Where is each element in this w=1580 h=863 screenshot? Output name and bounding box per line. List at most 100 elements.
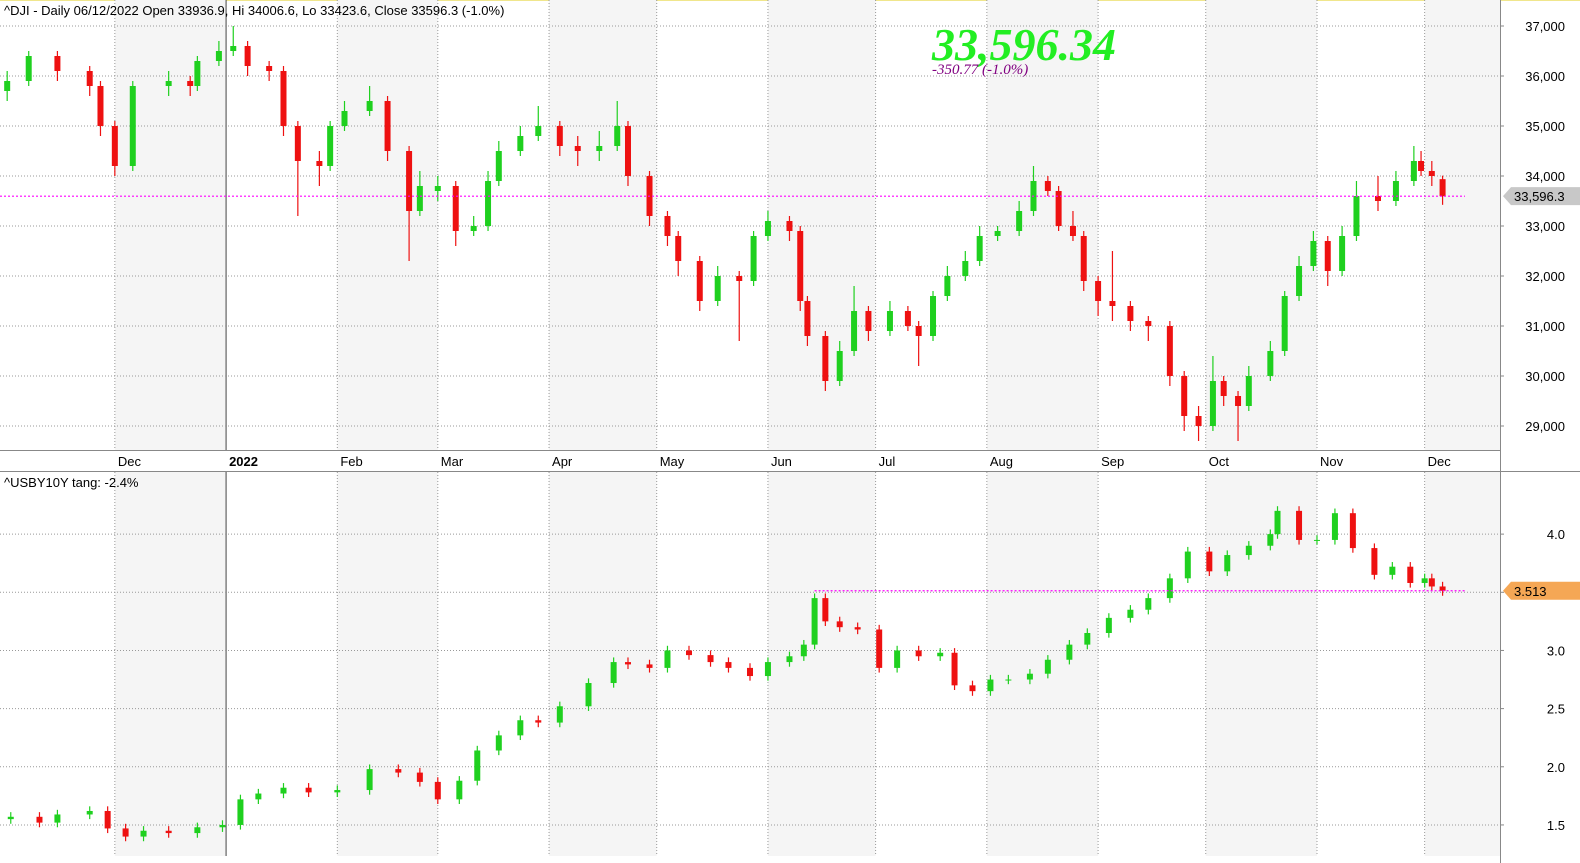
price-tag	[1503, 187, 1580, 206]
price-change: -350.77 (-1.0%)	[932, 62, 1028, 78]
candle-body	[535, 126, 542, 136]
candle-body	[1181, 376, 1188, 416]
candle-body	[452, 186, 459, 231]
last-price: 33,596.34	[931, 19, 1116, 70]
candle-body	[937, 652, 944, 657]
candle-body	[219, 824, 226, 828]
candle-body	[485, 181, 492, 226]
candle-body	[1127, 306, 1134, 321]
candle-body	[1428, 578, 1435, 587]
candle-body	[416, 772, 423, 782]
candle-body	[1313, 539, 1320, 541]
candle-body	[1044, 659, 1051, 674]
candle-body	[1274, 510, 1281, 535]
candle-body	[341, 111, 348, 126]
x-tick-label: Jul	[879, 454, 896, 469]
candle-body	[951, 652, 958, 686]
candle-body	[129, 86, 136, 166]
candle-body	[836, 351, 843, 381]
candle-body	[86, 810, 93, 815]
candle-body	[1410, 161, 1417, 181]
candle-body	[1392, 181, 1399, 201]
candle-body	[574, 146, 581, 151]
candle-body	[994, 231, 1001, 236]
candle-body	[854, 627, 861, 630]
candle-body	[187, 81, 194, 86]
candle-body	[1016, 211, 1023, 231]
candle-body	[1267, 534, 1274, 546]
x-tick-label: Feb	[340, 454, 362, 469]
price-tag-label: 33,596.3	[1514, 189, 1565, 204]
candle-body	[165, 830, 172, 834]
candle-body	[230, 46, 237, 51]
candle-body	[1005, 679, 1012, 681]
y-tick-label: 2.0	[1547, 760, 1565, 775]
candle-body	[495, 735, 502, 751]
candle-body	[614, 126, 621, 146]
candle-body	[707, 655, 714, 663]
month-band	[767, 0, 876, 450]
month-band	[1205, 0, 1317, 450]
candle-body	[725, 662, 732, 668]
y-tick-label: 36,000	[1525, 69, 1565, 84]
candle-body	[1349, 513, 1356, 549]
candle-body	[434, 186, 441, 191]
price-tag	[1503, 581, 1580, 600]
candle-body	[215, 51, 222, 61]
x-tick-label: Aug	[990, 454, 1013, 469]
month-band	[114, 472, 227, 856]
candle-body	[786, 656, 793, 663]
y-tick-label: 29,000	[1525, 419, 1565, 434]
candle-body	[876, 629, 883, 668]
candle-body	[1066, 644, 1073, 660]
candle-body	[585, 683, 592, 707]
candle-body	[1310, 241, 1317, 266]
chart-title: ^DJI - Daily 06/12/2022 Open 33936.9, Hi…	[4, 3, 504, 18]
y-tick-label: 33,000	[1525, 219, 1565, 234]
candle-body	[1235, 396, 1242, 406]
candle-body	[1055, 191, 1062, 226]
x-tick-label: Jun	[771, 454, 792, 469]
y-tick-label: 35,000	[1525, 119, 1565, 134]
y-tick-label: 31,000	[1525, 319, 1565, 334]
candle-body	[1095, 281, 1102, 301]
candle-body	[797, 231, 804, 301]
candle-body	[237, 799, 244, 825]
candle-body	[104, 810, 111, 829]
candle-body	[111, 126, 118, 166]
candle-body	[944, 276, 951, 296]
candle-body	[811, 598, 818, 645]
candle-body	[395, 769, 402, 773]
candle-body	[1209, 381, 1216, 426]
candle-body	[1439, 179, 1446, 197]
y-tick-label: 3.0	[1547, 643, 1565, 658]
candle-body	[1353, 196, 1360, 236]
candle-body	[1296, 510, 1303, 540]
candle-body	[1184, 551, 1191, 579]
candle-body	[1026, 673, 1033, 680]
grid	[0, 0, 1504, 856]
candle-body	[1245, 545, 1252, 556]
candle-body	[1195, 416, 1202, 426]
chart-title: ^USBY10Y tang: -2.4%	[4, 475, 139, 490]
y-tick-label: 4.0	[1547, 527, 1565, 542]
candle-body	[1267, 351, 1274, 376]
candle-body	[696, 261, 703, 301]
candle-body	[7, 816, 14, 820]
candle-body	[915, 650, 922, 657]
candle-body	[316, 161, 323, 166]
candle-body	[1127, 609, 1134, 618]
candle-body	[384, 101, 391, 151]
candle-body	[962, 261, 969, 276]
candle-body	[747, 667, 753, 677]
candle-body	[165, 81, 172, 86]
y-tick-label: 32,000	[1525, 269, 1565, 284]
month-band	[337, 472, 438, 856]
candle-body	[610, 662, 617, 684]
month-band	[337, 0, 438, 450]
candle-body	[244, 46, 251, 66]
candle-body	[54, 814, 61, 823]
month-band	[1424, 472, 1500, 856]
candle-body	[1407, 566, 1414, 583]
